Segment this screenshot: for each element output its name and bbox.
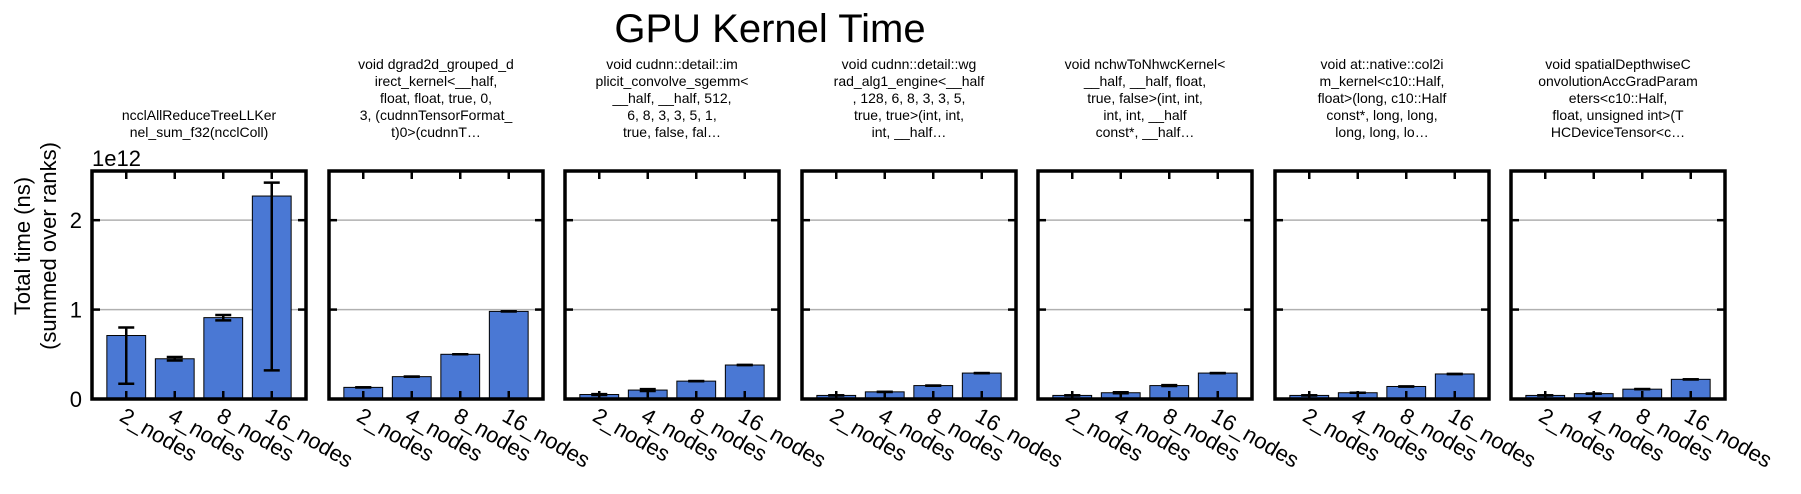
panel-title-line: void nchwToNhwcKernel< <box>1065 56 1226 72</box>
panel-title-line: t)0>(cudnnT… <box>391 124 481 140</box>
panel-frame <box>90 169 308 401</box>
panel-title-line: int, __half… <box>872 124 947 140</box>
panel-title-line: void cudnn::detail::im <box>606 56 738 72</box>
error-bar <box>639 387 656 393</box>
panel-title-line: irect_kernel<__half, <box>375 73 498 89</box>
panel-title-line: eters<c10::Half, <box>1569 90 1667 106</box>
panel-title-line: long, long, lo… <box>1335 124 1428 140</box>
bar-16_nodes <box>488 310 529 400</box>
panel-title-line: 3, (cudnnTensorFormat_ <box>360 107 513 123</box>
error-bar <box>263 181 280 372</box>
error-bar <box>166 355 183 362</box>
error-bar <box>215 313 232 322</box>
y-axis-label: Total time (ns) (summed over ranks) <box>10 142 61 350</box>
figure-title: GPU Kernel Time <box>614 7 925 51</box>
panel-frame <box>327 169 545 401</box>
panels: ncclAllReduceTreeLLKernel_sum_f32(ncclCo… <box>70 56 1777 473</box>
panel-title-line: plicit_convolve_sgemm< <box>596 73 749 89</box>
panel-2: void dgrad2d_grouped_direct_kernel<__hal… <box>327 56 594 473</box>
panel-title-line: const*, long, long, <box>1326 107 1437 123</box>
error-bar <box>118 326 135 386</box>
panel-title-line: int, int, __half <box>1103 107 1186 123</box>
panel-title-line: true, false, fal… <box>623 124 721 140</box>
panel-frame <box>1273 169 1491 401</box>
panel-title-line: __half, __half, float, <box>1083 73 1206 89</box>
panel-title-line: void spatialDepthwiseC <box>1545 56 1691 72</box>
panel-title-line: float, float, true, 0, <box>380 90 492 106</box>
panel-title-line: nel_sum_f32(ncclColl) <box>130 124 269 140</box>
error-bar <box>1161 383 1178 388</box>
panel-title-line: true, false>(int, int, <box>1087 90 1203 106</box>
panel-title-line: const*, __half… <box>1096 124 1195 140</box>
bar-8_nodes <box>203 317 244 400</box>
y-axis-offset-label: 1e12 <box>92 146 141 171</box>
panel-title-line: float, unsigned int>(T <box>1552 107 1684 123</box>
panel-title-line: onvolutionAccGradParam <box>1538 73 1698 89</box>
panel-frame <box>1036 169 1254 401</box>
y-axis-label-line: Total time (ns) <box>10 177 35 315</box>
y-axis-label-line: (summed over ranks) <box>36 142 61 350</box>
panel-3: void cudnn::detail::implicit_convolve_sg… <box>563 56 830 473</box>
y-tick-label: 2 <box>70 208 82 233</box>
panel-frame <box>563 169 781 401</box>
panel-title-line: __half, __half, 512, <box>611 90 731 106</box>
panel-6: void at::native::col2im_kernel<c10::Half… <box>1273 56 1540 473</box>
panel-title-line: ncclAllReduceTreeLLKer <box>122 107 277 123</box>
panel-title-line: void dgrad2d_grouped_d <box>358 56 514 72</box>
panel-title-line: m_kernel<c10::Half, <box>1320 73 1445 89</box>
panel-frame <box>1509 169 1727 401</box>
panel-title-line: float>(long, c10::Half <box>1318 90 1447 106</box>
panel-title-line: 6, 8, 3, 3, 5, 1, <box>627 107 717 123</box>
panel-title-line: true, true>(int, int, <box>854 107 964 123</box>
y-tick-label: 1 <box>70 298 82 323</box>
panel-frame <box>800 169 1018 401</box>
panel-title-line: void at::native::col2i <box>1321 56 1444 72</box>
panel-title-line: void cudnn::detail::wg <box>842 56 977 72</box>
panel-title-line: rad_alg1_engine<__half <box>834 73 985 89</box>
y-tick-label: 0 <box>70 387 82 412</box>
panel-title-line: HCDeviceTensor<c… <box>1551 124 1685 140</box>
panel-5: void nchwToNhwcKernel<__half, __half, fl… <box>1036 56 1303 473</box>
panel-title-line: , 128, 6, 8, 3, 3, 5, <box>853 90 966 106</box>
panel-4: void cudnn::detail::wgrad_alg1_engine<__… <box>800 56 1067 473</box>
panel-7: void spatialDepthwiseConvolutionAccGradP… <box>1509 56 1776 473</box>
